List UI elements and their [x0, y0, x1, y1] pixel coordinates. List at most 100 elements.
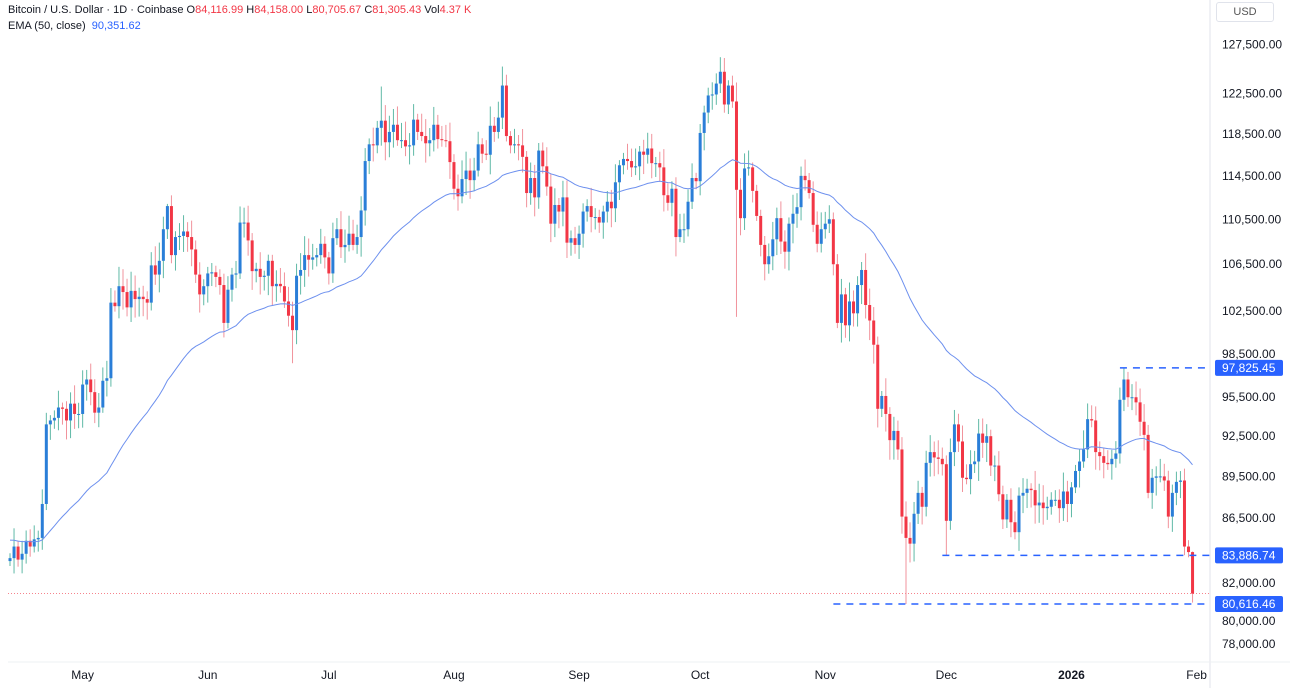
candle [125, 278, 129, 317]
candle-body [694, 178, 698, 182]
candle-body [948, 452, 952, 521]
candle [577, 225, 581, 259]
candle-body [1001, 494, 1005, 520]
candle [351, 219, 355, 251]
candle [508, 131, 512, 154]
price-tick-label: 122,500.00 [1222, 86, 1282, 100]
candle [432, 106, 436, 152]
price-axis[interactable]: 127,500.00 122,500.00 118,500.00 114,500.00… [1215, 38, 1283, 652]
candle-body [420, 131, 424, 137]
candle-body [593, 217, 597, 219]
time-tick-label: Jun [198, 668, 217, 682]
candle-body [125, 292, 129, 308]
candle [860, 262, 864, 305]
currency-button[interactable]: USD [1216, 2, 1274, 22]
chart-legend: Bitcoin / U.S. Dollar · 1D · Coinbase O8… [8, 2, 471, 34]
candle [504, 74, 508, 142]
candle-body [932, 452, 936, 458]
candle-body [230, 274, 234, 290]
price-tag-label: 83,886.74 [1222, 548, 1276, 562]
candle [169, 195, 173, 264]
candle [1094, 406, 1098, 470]
candle-body [630, 161, 634, 168]
candle-body [1069, 487, 1073, 504]
candle-body [210, 272, 214, 274]
candle-body [97, 407, 101, 413]
candle-body [642, 151, 646, 155]
candle-body [347, 233, 351, 245]
candle [424, 119, 428, 163]
candle [1049, 492, 1053, 515]
candle-body [508, 136, 512, 146]
high-value: 84,158.00 [254, 4, 304, 16]
candle-body [428, 140, 432, 144]
candle [440, 125, 444, 147]
candle-body [56, 407, 60, 418]
candle-body [658, 163, 662, 168]
candle [173, 231, 177, 271]
candle-body [605, 201, 609, 212]
time-axis[interactable]: May Jun Jul Aug Sep Oct Nov Dec 2026 Feb [71, 668, 1207, 682]
candle-body [597, 217, 601, 223]
candle [819, 212, 823, 253]
candle [476, 131, 480, 177]
candle [291, 301, 295, 364]
price-tick-label: 127,500.00 [1222, 38, 1282, 52]
candle-body [888, 413, 892, 441]
candle [960, 425, 964, 492]
candle [1178, 471, 1182, 499]
candle [1061, 472, 1065, 521]
candle [912, 501, 916, 562]
candle-body [904, 516, 908, 538]
candle [206, 266, 210, 303]
candle [379, 86, 383, 146]
candle [412, 104, 416, 156]
volume-label: Vol [424, 4, 440, 16]
candle [262, 270, 266, 291]
candle [585, 199, 589, 222]
candle [165, 203, 169, 239]
candle [710, 82, 714, 110]
candle [876, 336, 880, 428]
candle-body [28, 540, 32, 547]
candle [605, 191, 609, 223]
candle [359, 196, 363, 257]
candle-body [1114, 453, 1118, 459]
candle-body [391, 124, 395, 132]
candle-body [722, 71, 726, 105]
candle [884, 378, 888, 432]
candle [375, 120, 379, 154]
candle-body [928, 452, 932, 463]
candle-body [1162, 476, 1166, 481]
candle [198, 262, 202, 313]
candle [835, 254, 839, 329]
candle [791, 194, 795, 244]
candle [133, 275, 137, 318]
candle [117, 266, 121, 319]
candle-body [1094, 420, 1098, 453]
candle-body [60, 407, 64, 409]
candle [1114, 441, 1118, 468]
candle [779, 201, 783, 255]
candle [488, 106, 492, 175]
candle-body [557, 204, 561, 212]
candle-body [307, 255, 311, 260]
price-tick-label: 114,500.00 [1222, 169, 1281, 183]
candle-body [803, 175, 807, 181]
candle-body [1106, 462, 1110, 465]
price-tick-label: 110,500.00 [1222, 212, 1281, 226]
candle [1130, 384, 1134, 411]
candle [920, 486, 924, 525]
ema-legend[interactable]: EMA (50, close) 90,351.62 [8, 18, 471, 34]
candle-body [791, 213, 795, 224]
ema-line-group [9, 159, 1193, 543]
candle-body [638, 151, 642, 167]
candle-body [137, 296, 141, 300]
candle-body [113, 302, 117, 307]
candle [16, 540, 20, 567]
candle [347, 215, 351, 252]
candle-body [468, 170, 472, 181]
candle-body [1065, 491, 1069, 504]
candle [484, 140, 488, 161]
